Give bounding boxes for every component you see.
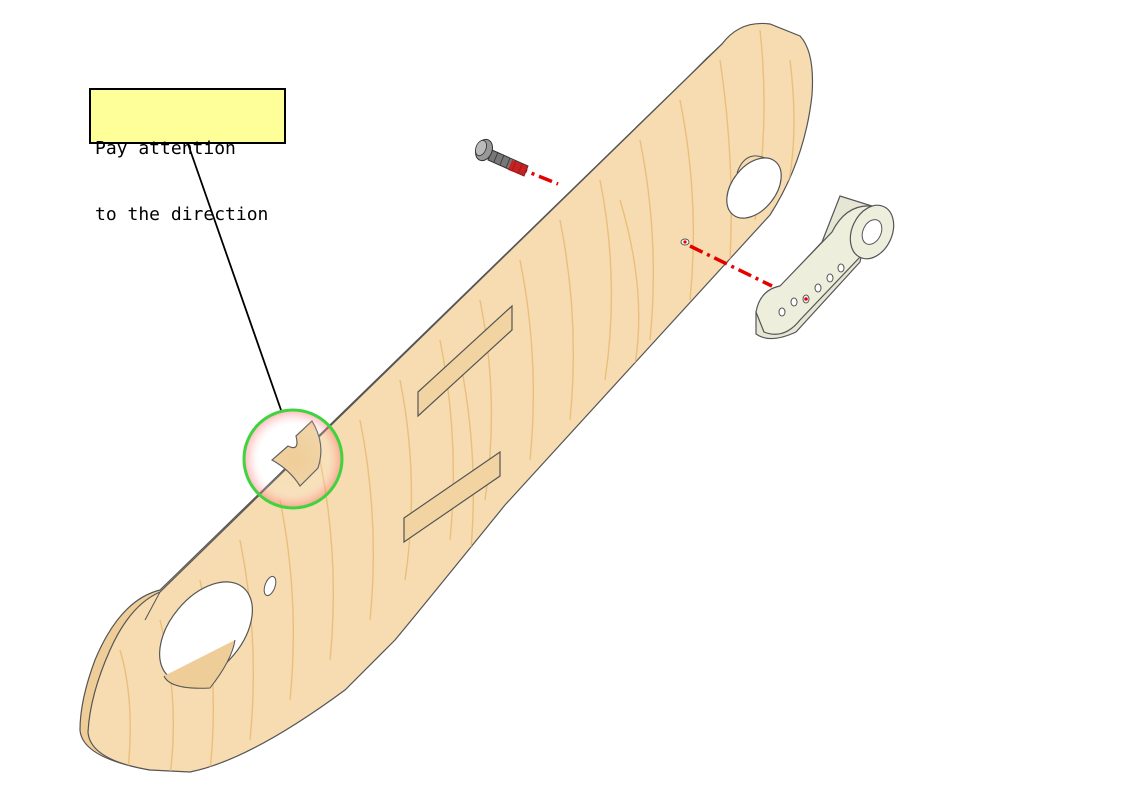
- horn-hub-bore: [861, 219, 883, 245]
- horn-hole: [778, 307, 786, 317]
- screw-hole-mark: [683, 240, 687, 244]
- callout-line-1: Pay attention: [95, 138, 236, 159]
- servo-horn: [755, 195, 895, 340]
- plate-edge-seam: [704, 43, 723, 61]
- wooden-plate: [79, 22, 814, 773]
- machine-screw: [475, 138, 529, 177]
- plate-edge-seam-2: [144, 591, 161, 621]
- slot-lower: [403, 450, 501, 544]
- horn-hole: [790, 297, 798, 307]
- large-hole-upper: [726, 157, 782, 219]
- horn-hole-mark: [804, 297, 808, 301]
- highlight-ring: [242, 408, 344, 510]
- horn-hole: [826, 273, 834, 283]
- small-hole-lower: [263, 575, 277, 597]
- large-hole-lower-wall: [163, 639, 236, 689]
- callout-note: Pay attention to the direction: [89, 88, 286, 225]
- large-hole-upper-wall: [736, 155, 766, 174]
- callout-leader: [187, 143, 282, 411]
- horn-hole: [837, 263, 845, 273]
- horn-hole: [814, 283, 822, 293]
- slot-upper: [417, 304, 513, 418]
- callout-line-2: to the direction: [95, 204, 269, 225]
